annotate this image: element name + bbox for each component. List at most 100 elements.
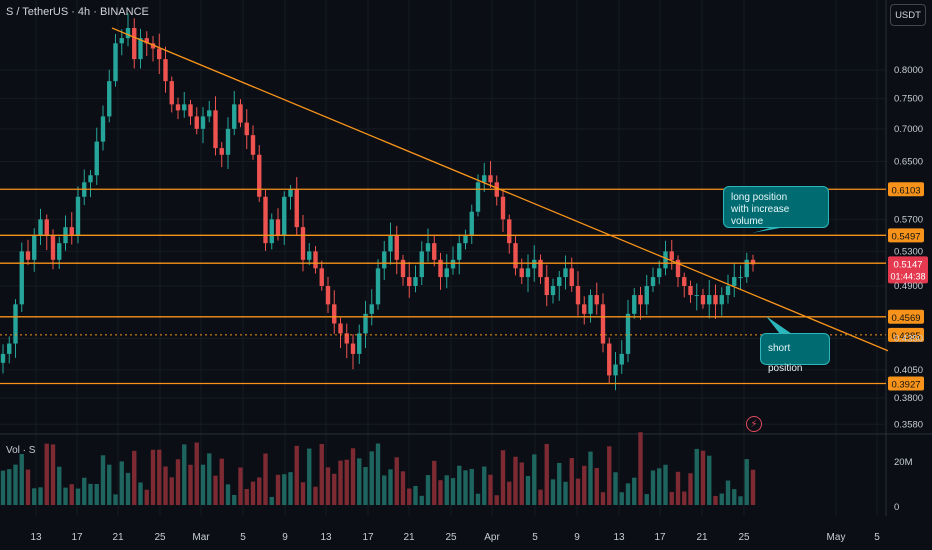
time-tick-label: 17: [71, 532, 83, 543]
volume-bar: [338, 460, 343, 505]
volume-bar: [294, 445, 299, 505]
candle-body: [575, 285, 581, 305]
price-tick-label: 0.5300: [894, 246, 923, 257]
volume-bar: [7, 469, 12, 505]
volume-bar: [194, 442, 199, 505]
price-level-tag: [888, 228, 924, 243]
volume-bar: [382, 475, 387, 505]
volume-bar: [488, 474, 493, 505]
volume-bar: [250, 481, 256, 505]
candle-body: [7, 343, 12, 354]
candle-body: [719, 295, 724, 305]
time-tick-label: 17: [362, 532, 374, 543]
candle-body: [519, 268, 524, 278]
volume-bar: [225, 484, 231, 505]
volume-bar: [419, 495, 424, 505]
volume-bar: [744, 459, 749, 505]
long-position-note[interactable]: long position with increase volume: [723, 186, 829, 228]
volume-bar: [44, 443, 49, 505]
volume-bar: [288, 472, 293, 505]
volume-bar: [319, 443, 324, 505]
volume-bar: [50, 444, 56, 505]
lightning-icon[interactable]: ⚡: [746, 416, 762, 432]
candle-body: [688, 285, 693, 296]
volume-bar: [394, 457, 399, 505]
volume-bar: [0, 470, 6, 505]
price-level-tag: [888, 376, 924, 391]
dotted-level-label: 0.4385: [891, 331, 920, 342]
candle-body: [744, 259, 749, 278]
candle-body: [707, 295, 712, 305]
price-level-label: 0.3927: [891, 380, 920, 391]
volume-bar: [363, 467, 368, 505]
candle-body: [663, 251, 668, 269]
volume-bar: [38, 487, 43, 505]
volume-bar: [688, 473, 693, 505]
candle-body: [338, 323, 343, 334]
volume-bar: [257, 477, 262, 505]
volume-bar: [188, 464, 193, 505]
candle-body: [200, 116, 206, 129]
symbol-title[interactable]: S / TetherUS · 4h · BINANCE: [6, 6, 149, 18]
price-tick-label: 0.6500: [894, 156, 923, 167]
volume-bar: [463, 470, 468, 505]
volume-bar: [350, 448, 356, 505]
volume-bar: [594, 468, 599, 505]
short-position-note[interactable]: short position: [760, 333, 830, 374]
volume-bar: [544, 443, 549, 505]
volume-bar: [638, 432, 643, 505]
volume-bar: [82, 477, 87, 505]
time-tick-label: 25: [738, 532, 750, 543]
candle-body: [632, 295, 637, 314]
volume-bar: [600, 492, 606, 505]
price-tick-label: 0.4050: [894, 365, 923, 376]
candle-body: [382, 251, 387, 269]
volume-bar: [413, 485, 418, 505]
volume-bar: [63, 487, 68, 505]
volume-bar: [507, 481, 512, 505]
long-note-line-1: long position: [731, 192, 788, 203]
volume-bar: [632, 477, 637, 505]
volume-bar: [269, 496, 274, 505]
candle-body: [600, 304, 606, 344]
time-tick-label: 13: [613, 532, 625, 543]
candle-body: [463, 235, 468, 244]
candle-body: [119, 38, 124, 44]
currency-button[interactable]: USDT: [890, 4, 926, 26]
candle-body: [713, 295, 718, 305]
candle-body: [650, 277, 656, 286]
candle-body: [569, 268, 574, 286]
time-tick-label: 13: [320, 532, 332, 543]
volume-bar: [25, 469, 31, 505]
volume-bar: [219, 458, 224, 505]
candle-body: [163, 59, 168, 82]
candle-body: [625, 313, 631, 354]
volume-bar: [650, 470, 656, 505]
candle-body: [288, 189, 293, 197]
volume-bar: [619, 492, 624, 505]
volume-bar: [425, 475, 431, 505]
volume-bar: [519, 462, 524, 505]
volume-bar: [469, 468, 474, 505]
candle-body: [425, 243, 431, 252]
time-tick-label: May: [827, 532, 846, 543]
current-price-tag: [888, 256, 928, 284]
volume-bar: [69, 484, 74, 505]
volume-bar: [569, 458, 574, 505]
candle-body: [732, 277, 737, 286]
candle-body: [307, 251, 312, 260]
candle-body: [750, 259, 756, 265]
volume-bar: [432, 460, 437, 505]
volume-bar: [532, 454, 537, 505]
volume-bar: [200, 464, 206, 505]
candle-body: [413, 277, 418, 286]
candle-body: [94, 141, 99, 176]
candle-body: [88, 175, 93, 183]
candle-body: [125, 28, 131, 39]
time-axis: 13 17 21 25 Mar 5 9 13 17 21 25 Apr 5 9 13 17 21 25 May 5: [30, 532, 880, 543]
candle-body: [588, 295, 593, 314]
candle-body: [132, 28, 137, 60]
time-tick-label: 9: [574, 532, 580, 543]
candle-body: [269, 219, 274, 244]
